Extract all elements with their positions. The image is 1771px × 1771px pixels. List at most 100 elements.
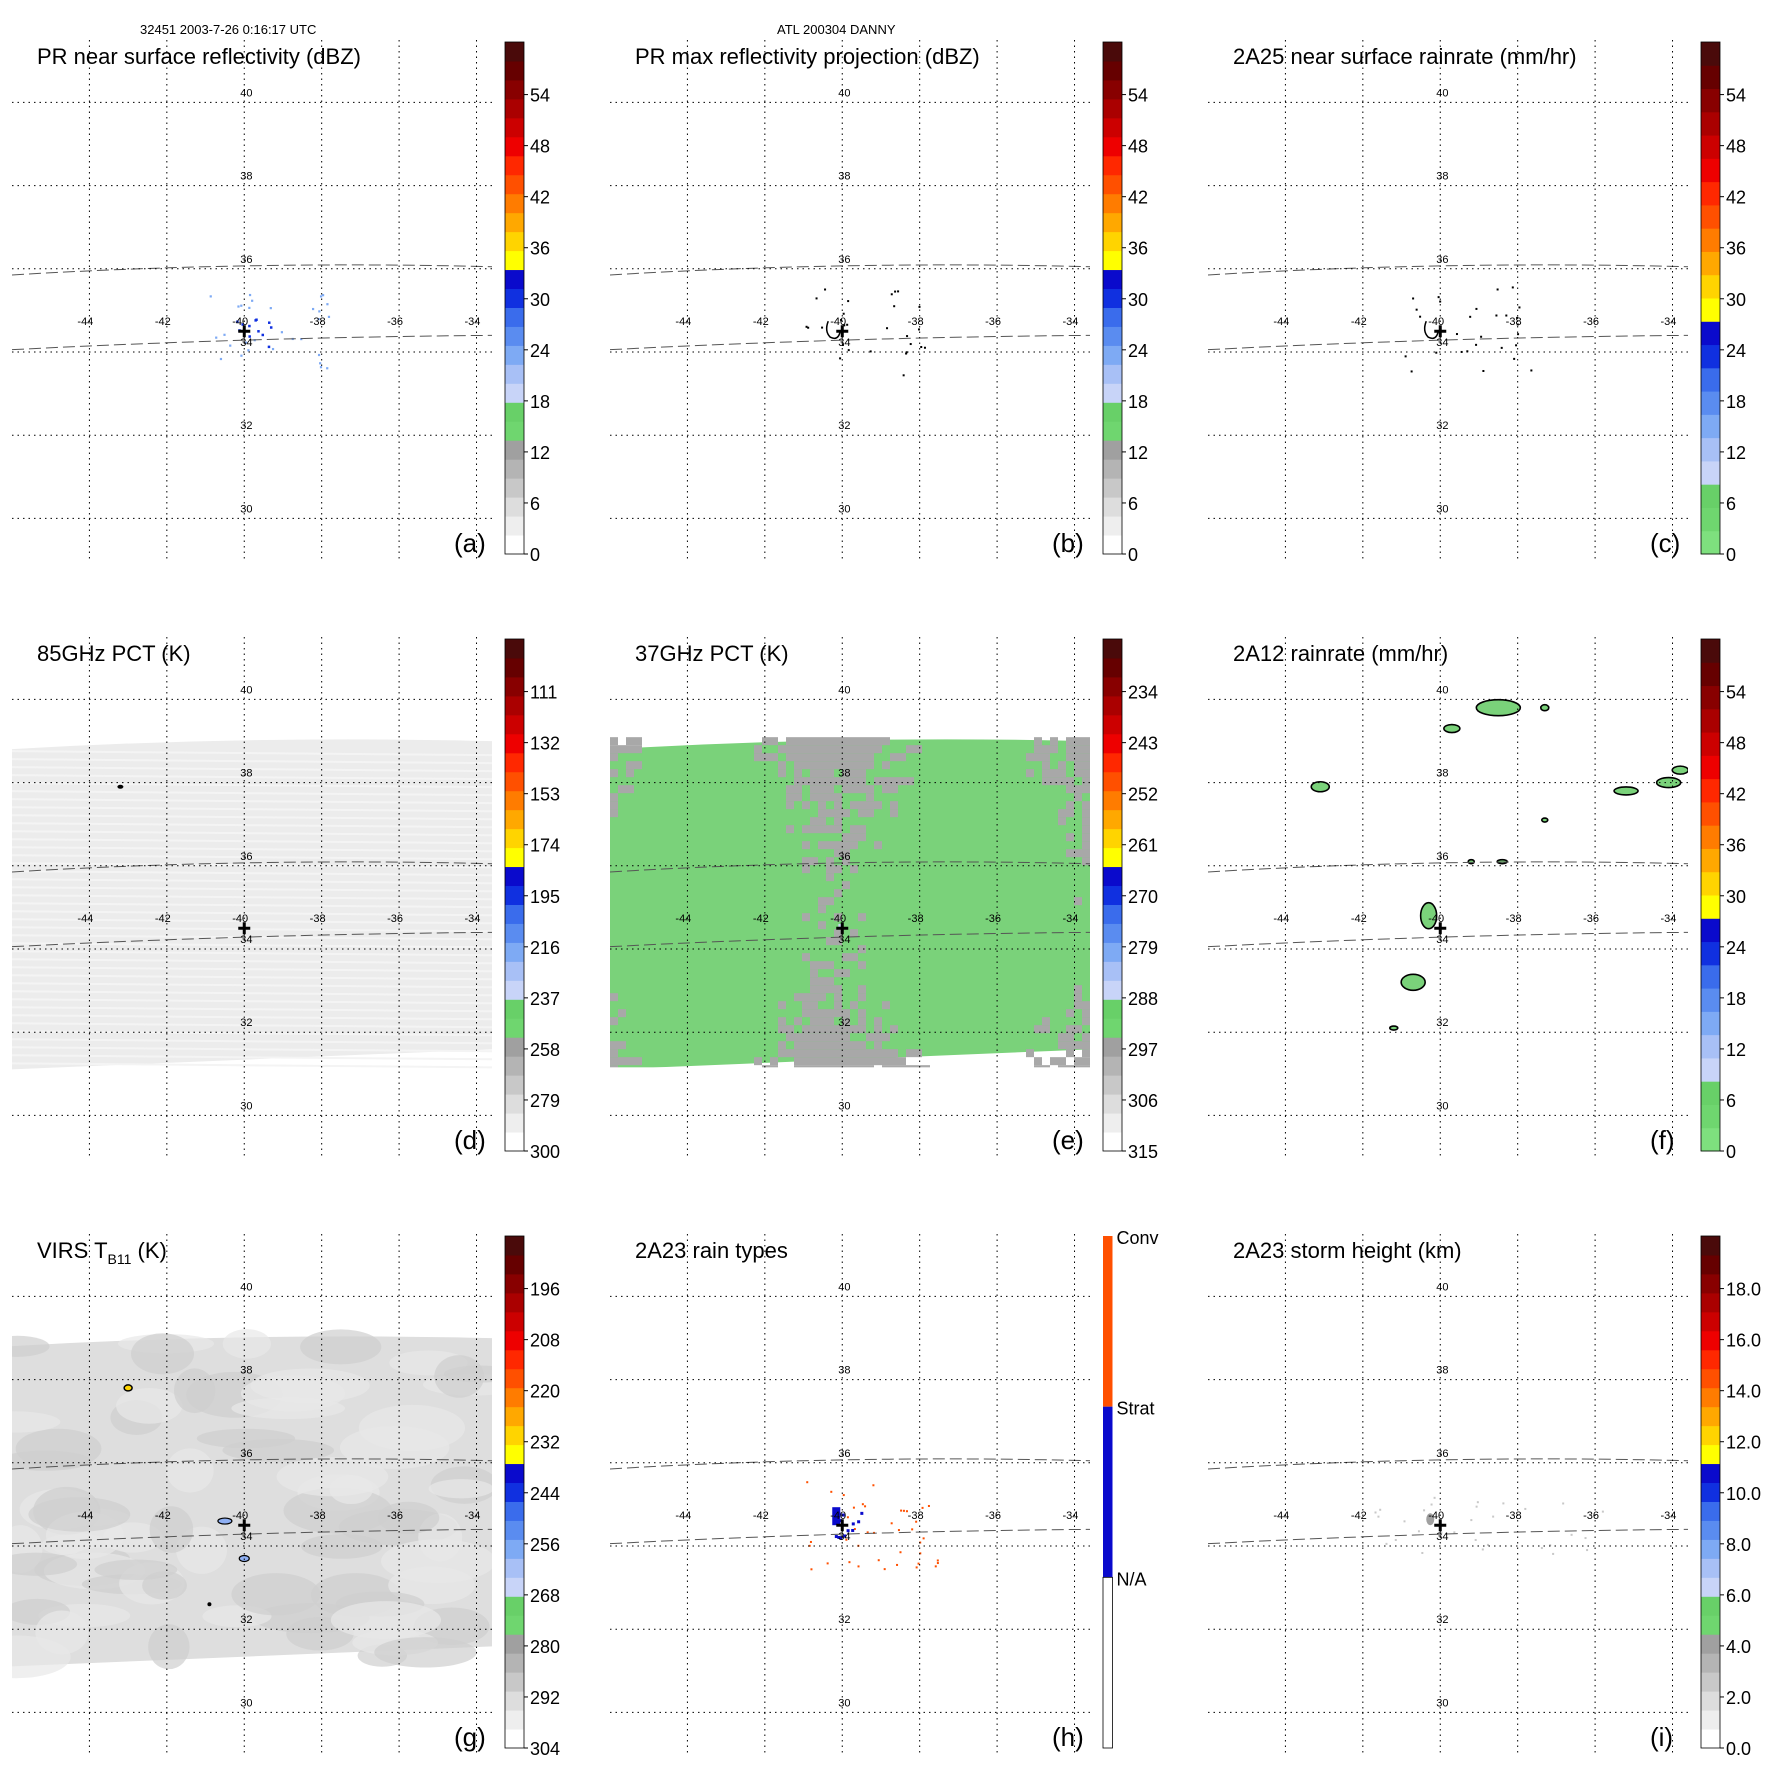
echo-pixel <box>1423 1509 1426 1512</box>
tb-cell <box>842 841 850 850</box>
tb-cell <box>826 785 834 794</box>
swath-edge-south <box>1208 334 1688 351</box>
tb-cell <box>818 1009 826 1018</box>
colorbar-label: 18.0 <box>1726 1280 1761 1300</box>
colorbar-label: 36 <box>1726 239 1746 259</box>
echo-pixel <box>842 1494 845 1497</box>
echo-pixel <box>1496 288 1499 291</box>
tb-cell <box>874 1033 882 1042</box>
echo-pixel <box>906 335 909 338</box>
colorbar-label: N/A <box>1117 1569 1147 1589</box>
colorbar-segment <box>1701 1081 1720 1105</box>
echo-pixel <box>326 303 329 306</box>
lat-tick-label: 40 <box>838 1281 850 1293</box>
tb-cell <box>1082 1057 1090 1066</box>
tb-cell <box>850 953 858 962</box>
tb-cell <box>786 793 794 802</box>
tb-cell <box>826 809 834 818</box>
echo-pixel <box>223 333 226 336</box>
tb-cell <box>818 905 826 914</box>
tb-cell <box>810 737 818 746</box>
echo-pixel <box>1455 333 1458 336</box>
tb-cell <box>826 761 834 770</box>
tb-cell <box>610 737 618 746</box>
echo-pixel <box>219 357 223 361</box>
tb-cell <box>786 1025 794 1034</box>
echo-pixel <box>240 354 243 357</box>
tb-cell <box>890 785 898 794</box>
lat-tick-label: 36 <box>1436 1448 1448 1460</box>
tb-cell <box>778 1017 786 1026</box>
tb-cell <box>810 777 818 786</box>
colorbar-segment <box>1103 1236 1113 1407</box>
storm-center-marker <box>836 325 849 338</box>
lat-tick-label: 36 <box>838 254 850 266</box>
colorbar-segment <box>1701 1236 1720 1256</box>
tb-cell <box>898 1057 906 1066</box>
scan-line <box>12 894 492 901</box>
scan-line <box>12 910 492 917</box>
colorbar-frame <box>504 41 525 555</box>
colorbar-label: 36 <box>1128 239 1148 259</box>
colorbar-segment <box>1701 181 1720 206</box>
tb-cell <box>1082 769 1090 778</box>
colorbar-segment <box>505 497 524 517</box>
tb-cell <box>842 849 850 858</box>
tb-cell <box>794 761 802 770</box>
echo-pixel <box>902 374 905 377</box>
tb-cell <box>826 753 834 762</box>
echo-pixel <box>834 1535 838 1539</box>
echo-pixel <box>318 310 321 313</box>
colorbar-label: 288 <box>1128 989 1158 1009</box>
colorbar-segment <box>1701 1691 1720 1711</box>
tb-cell <box>858 961 866 970</box>
echo-pixel <box>839 1536 843 1540</box>
colorbar-segment <box>505 866 524 887</box>
colorbar-segment <box>1701 158 1720 183</box>
colorbar-segment <box>505 402 524 422</box>
echo-pixel <box>857 1565 860 1568</box>
tb-cell <box>786 1033 794 1042</box>
colorbar-segment <box>505 1236 524 1256</box>
colorbar-segment <box>1701 42 1720 66</box>
echo-pixel <box>890 293 893 296</box>
strat-echo <box>832 1507 841 1526</box>
colorbar-segment <box>505 1132 524 1152</box>
colorbar-segment <box>505 733 524 754</box>
echo-pixel <box>248 306 251 310</box>
colorbar-segment <box>505 1729 524 1749</box>
colorbar-label: 42 <box>1128 188 1148 208</box>
tb-cell <box>1082 833 1090 842</box>
tb-cell <box>1074 985 1082 994</box>
cloud-texture <box>28 1497 131 1532</box>
colorbar-label: 36 <box>1726 836 1746 856</box>
lat-tick-label: 38 <box>240 1365 252 1377</box>
tb-cell <box>842 1057 850 1066</box>
tb-cell <box>810 825 818 834</box>
tb-cell <box>610 1017 618 1026</box>
tb-cell <box>778 745 786 754</box>
echo-pixel <box>840 318 843 321</box>
storm-name-label: ATL 200304 DANNY <box>777 22 896 37</box>
cloud-texture <box>196 1428 296 1449</box>
scan-line <box>12 806 492 813</box>
colorbar-segment <box>1701 1057 1720 1082</box>
plot-area <box>12 739 492 1070</box>
tb-cell <box>810 969 818 978</box>
lon-tick-label: -34 <box>465 1510 481 1522</box>
tb-cell <box>762 753 770 762</box>
echo-pixel <box>261 333 265 337</box>
tb-cell <box>850 1057 858 1066</box>
colorbar-segment <box>505 695 524 716</box>
tb-cell <box>850 825 858 834</box>
colorbar-label: 42 <box>1726 188 1746 208</box>
colorbar-label: 196 <box>530 1280 560 1300</box>
colorbar-label: 252 <box>1128 785 1158 805</box>
tb-cell <box>826 737 834 746</box>
scan-line <box>12 990 492 997</box>
tb-cell <box>858 1025 866 1034</box>
echo-pixel <box>257 330 260 333</box>
tb-cell <box>826 1049 834 1058</box>
tb-cell <box>834 801 842 810</box>
colorbar-label: 153 <box>530 785 560 805</box>
